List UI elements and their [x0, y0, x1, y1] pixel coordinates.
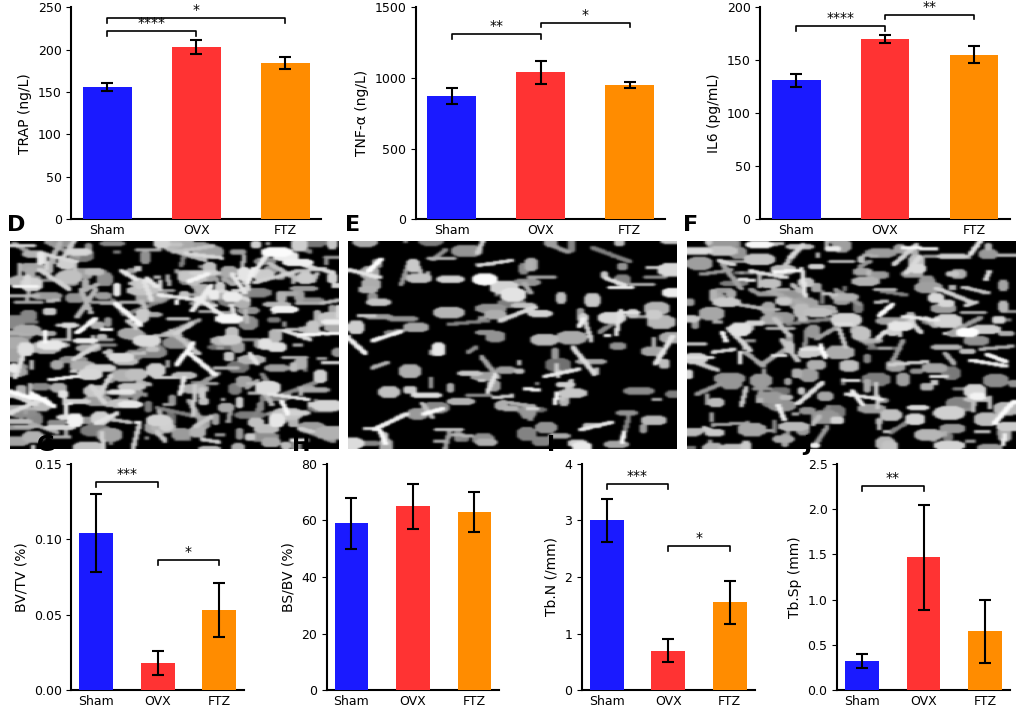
- Bar: [79, 533, 113, 690]
- Text: **: **: [884, 472, 899, 485]
- Text: G: G: [37, 435, 55, 454]
- Bar: [845, 661, 878, 690]
- Y-axis label: TNF-α (ng/L): TNF-α (ng/L): [355, 70, 368, 156]
- Text: E: E: [344, 214, 360, 234]
- Bar: [141, 663, 174, 690]
- Bar: [516, 72, 565, 219]
- Bar: [261, 63, 310, 219]
- Bar: [458, 512, 491, 690]
- Text: **: **: [921, 0, 935, 14]
- Bar: [967, 631, 1001, 690]
- Text: D: D: [7, 214, 25, 234]
- Bar: [860, 39, 909, 219]
- Bar: [712, 603, 746, 690]
- Bar: [604, 85, 653, 219]
- Text: H: H: [291, 435, 311, 454]
- Text: *: *: [193, 4, 200, 17]
- Y-axis label: Tb.Sp (mm): Tb.Sp (mm): [788, 536, 801, 618]
- Y-axis label: TRAP (ng/L): TRAP (ng/L): [18, 73, 33, 154]
- Text: ****: ****: [825, 12, 854, 25]
- Text: ****: ****: [138, 16, 165, 30]
- Y-axis label: BS/BV (%): BS/BV (%): [281, 542, 296, 612]
- Text: F: F: [683, 214, 698, 234]
- Text: J: J: [802, 435, 810, 454]
- Bar: [395, 506, 429, 690]
- Text: *: *: [695, 531, 702, 545]
- Bar: [770, 81, 819, 219]
- Bar: [949, 55, 998, 219]
- Bar: [171, 47, 220, 219]
- Bar: [589, 521, 623, 690]
- Y-axis label: Tb.N (/mm): Tb.N (/mm): [544, 538, 558, 616]
- Bar: [83, 87, 131, 219]
- Bar: [334, 523, 368, 690]
- Text: ***: ***: [116, 467, 138, 481]
- Text: **: **: [489, 19, 502, 33]
- Bar: [906, 557, 940, 690]
- Bar: [651, 651, 685, 690]
- Bar: [202, 610, 235, 690]
- Bar: [427, 96, 476, 219]
- Text: *: *: [581, 8, 588, 22]
- Y-axis label: BV/TV (%): BV/TV (%): [14, 542, 29, 612]
- Y-axis label: IL6 (pg/mL): IL6 (pg/mL): [706, 73, 720, 153]
- Text: ***: ***: [627, 469, 647, 482]
- Text: I: I: [547, 435, 555, 454]
- Text: *: *: [184, 546, 192, 559]
